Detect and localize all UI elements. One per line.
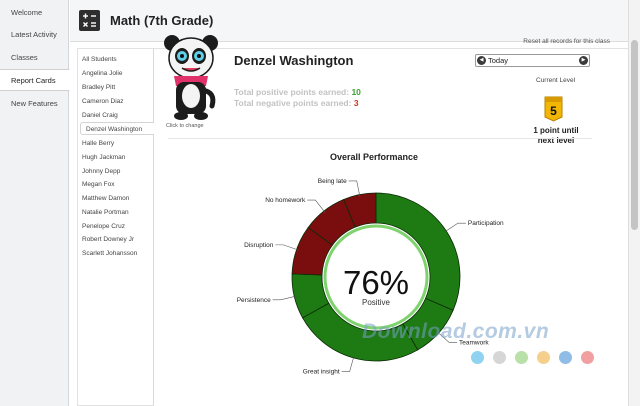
nav-item-welcome[interactable]: Welcome bbox=[11, 8, 43, 17]
performance-title: Overall Performance bbox=[330, 152, 419, 162]
class-title: Math (7th Grade) bbox=[110, 13, 214, 28]
donut-leader-line bbox=[272, 295, 297, 301]
donut-leader-line bbox=[307, 199, 326, 213]
legend-dot bbox=[537, 351, 550, 364]
donut-inner-ring bbox=[323, 224, 429, 330]
donut-percent: 76% bbox=[343, 264, 409, 301]
performance-donut-chart: 76% Positive Participation Teamwork Great … bbox=[237, 178, 504, 375]
nav-item-new-features[interactable]: New Features bbox=[11, 99, 58, 108]
donut-leader-line bbox=[444, 222, 466, 233]
watermark-logo: Download.com.vn bbox=[362, 320, 550, 343]
reset-records-link[interactable]: Reset all records for this class bbox=[523, 38, 610, 45]
negative-points-label: Total negative points earned: bbox=[234, 98, 352, 108]
legend-dot bbox=[581, 351, 594, 364]
positive-points-label: Total positive points earned: bbox=[234, 87, 350, 97]
student-name: Denzel Washington bbox=[234, 53, 354, 68]
donut-leader-line bbox=[341, 355, 355, 372]
level-until-line-1: 1 point until bbox=[533, 126, 579, 135]
donut-slice-label: Teamwork bbox=[459, 339, 489, 346]
date-selector[interactable]: ◀ Today ▶ bbox=[475, 54, 590, 67]
level-badge-icon: 5 bbox=[544, 96, 563, 122]
donut-slice-label: Disruption bbox=[244, 242, 274, 249]
legend-dot bbox=[471, 351, 484, 364]
legend-dot bbox=[559, 351, 572, 364]
positive-points-value: 10 bbox=[351, 87, 361, 97]
donut-slice-label: Participation bbox=[468, 220, 504, 227]
negative-points: Total negative points earned: 3 bbox=[234, 98, 359, 108]
student-item[interactable]: Penelope Cruz bbox=[82, 223, 125, 230]
negative-points-value: 3 bbox=[353, 98, 359, 108]
class-header: Math (7th Grade) bbox=[70, 0, 628, 42]
scrollbar-thumb[interactable] bbox=[631, 40, 638, 230]
level-until-line-2: next level bbox=[537, 136, 575, 145]
student-list: All Students Angelina Jolie Bradley Pitt… bbox=[77, 48, 156, 406]
donut-leader-line bbox=[436, 331, 458, 343]
student-item[interactable]: Robert Downey Jr bbox=[82, 236, 135, 243]
donut-slice-label: No homework bbox=[265, 197, 306, 204]
chevron-left-icon[interactable]: ◀ bbox=[477, 56, 486, 65]
student-item[interactable]: Daniel Craig bbox=[82, 112, 118, 119]
student-item[interactable]: Angelina Jolie bbox=[82, 70, 123, 77]
level-progress-text: 1 point until next level bbox=[524, 126, 588, 146]
calculator-icon bbox=[79, 10, 100, 31]
student-item-selected[interactable]: Denzel Washington bbox=[80, 122, 156, 135]
student-item[interactable]: Scarlett Johansson bbox=[82, 250, 138, 257]
click-to-change-link[interactable]: Click to change bbox=[166, 123, 204, 129]
nav-item-latest-activity[interactable]: Latest Activity bbox=[11, 30, 57, 39]
legend-dot bbox=[493, 351, 506, 364]
nav-item-classes[interactable]: Classes bbox=[11, 53, 38, 62]
student-item[interactable]: Bradley Pitt bbox=[82, 84, 116, 91]
student-item[interactable]: Cameron Diaz bbox=[82, 98, 124, 105]
student-avatar[interactable] bbox=[162, 34, 220, 120]
student-item[interactable]: Megan Fox bbox=[82, 181, 115, 188]
student-item[interactable]: Hugh Jackman bbox=[82, 154, 126, 161]
positive-points: Total positive points earned: 10 bbox=[234, 87, 361, 97]
chevron-right-icon[interactable]: ▶ bbox=[579, 56, 588, 65]
left-nav: Welcome Latest Activity Classes Report C… bbox=[0, 0, 70, 406]
student-item[interactable]: Johnny Depp bbox=[82, 168, 121, 175]
donut-slice-label: Being late bbox=[318, 178, 347, 185]
nav-item-report-cards[interactable]: Report Cards bbox=[0, 69, 70, 91]
donut-slice-being-late bbox=[343, 192, 377, 228]
student-item[interactable]: Natalie Portman bbox=[82, 209, 129, 216]
donut-slice-label: Persistence bbox=[237, 297, 271, 304]
donut-leader-line bbox=[348, 180, 361, 197]
student-item[interactable]: Matthew Damon bbox=[82, 195, 130, 202]
donut-percent-label: Positive bbox=[362, 298, 391, 307]
donut-slice-label: Great insight bbox=[303, 368, 340, 375]
page-scrollbar[interactable] bbox=[628, 0, 640, 406]
student-item[interactable]: All Students bbox=[82, 56, 117, 63]
legend-dot bbox=[515, 351, 528, 364]
level-value: 5 bbox=[550, 104, 557, 118]
donut-leader-line bbox=[275, 244, 299, 251]
date-value: Today bbox=[488, 56, 509, 65]
student-item[interactable]: Halle Berry bbox=[82, 140, 115, 147]
divider bbox=[168, 138, 592, 139]
current-level-label: Current Level bbox=[536, 77, 576, 84]
